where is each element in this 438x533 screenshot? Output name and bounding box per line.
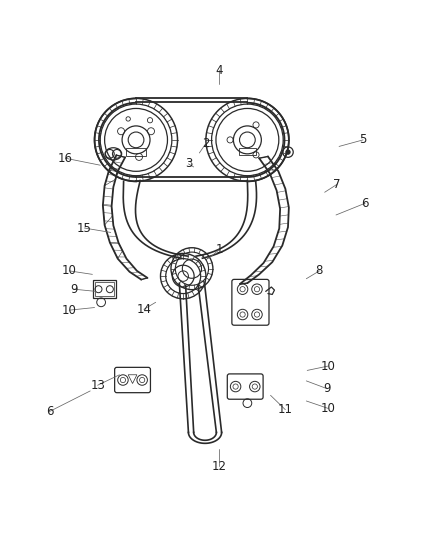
Text: 1: 1 [215, 244, 223, 256]
Text: 2: 2 [202, 137, 210, 150]
Text: 7: 7 [333, 178, 341, 191]
Text: 3: 3 [185, 157, 192, 171]
Text: 10: 10 [321, 402, 336, 415]
Text: 9: 9 [70, 282, 78, 296]
Bar [239, 148, 256, 155]
Bar [93, 280, 116, 298]
Text: 8: 8 [316, 264, 323, 277]
Text: 15: 15 [77, 222, 92, 235]
Bar [95, 282, 114, 296]
Text: 4: 4 [215, 63, 223, 77]
Text: 16: 16 [58, 152, 73, 165]
Text: 10: 10 [321, 360, 336, 373]
Text: 11: 11 [278, 403, 293, 416]
Text: 10: 10 [62, 304, 77, 317]
Text: 14: 14 [136, 303, 152, 316]
Text: 10: 10 [62, 264, 77, 277]
Text: 13: 13 [90, 379, 105, 392]
Text: 5: 5 [360, 133, 367, 147]
Text: 6: 6 [46, 405, 53, 418]
Text: 6: 6 [361, 197, 369, 209]
Text: 9: 9 [324, 382, 331, 395]
Text: 12: 12 [212, 460, 226, 473]
Circle shape [286, 150, 290, 154]
Bar [127, 148, 146, 156]
